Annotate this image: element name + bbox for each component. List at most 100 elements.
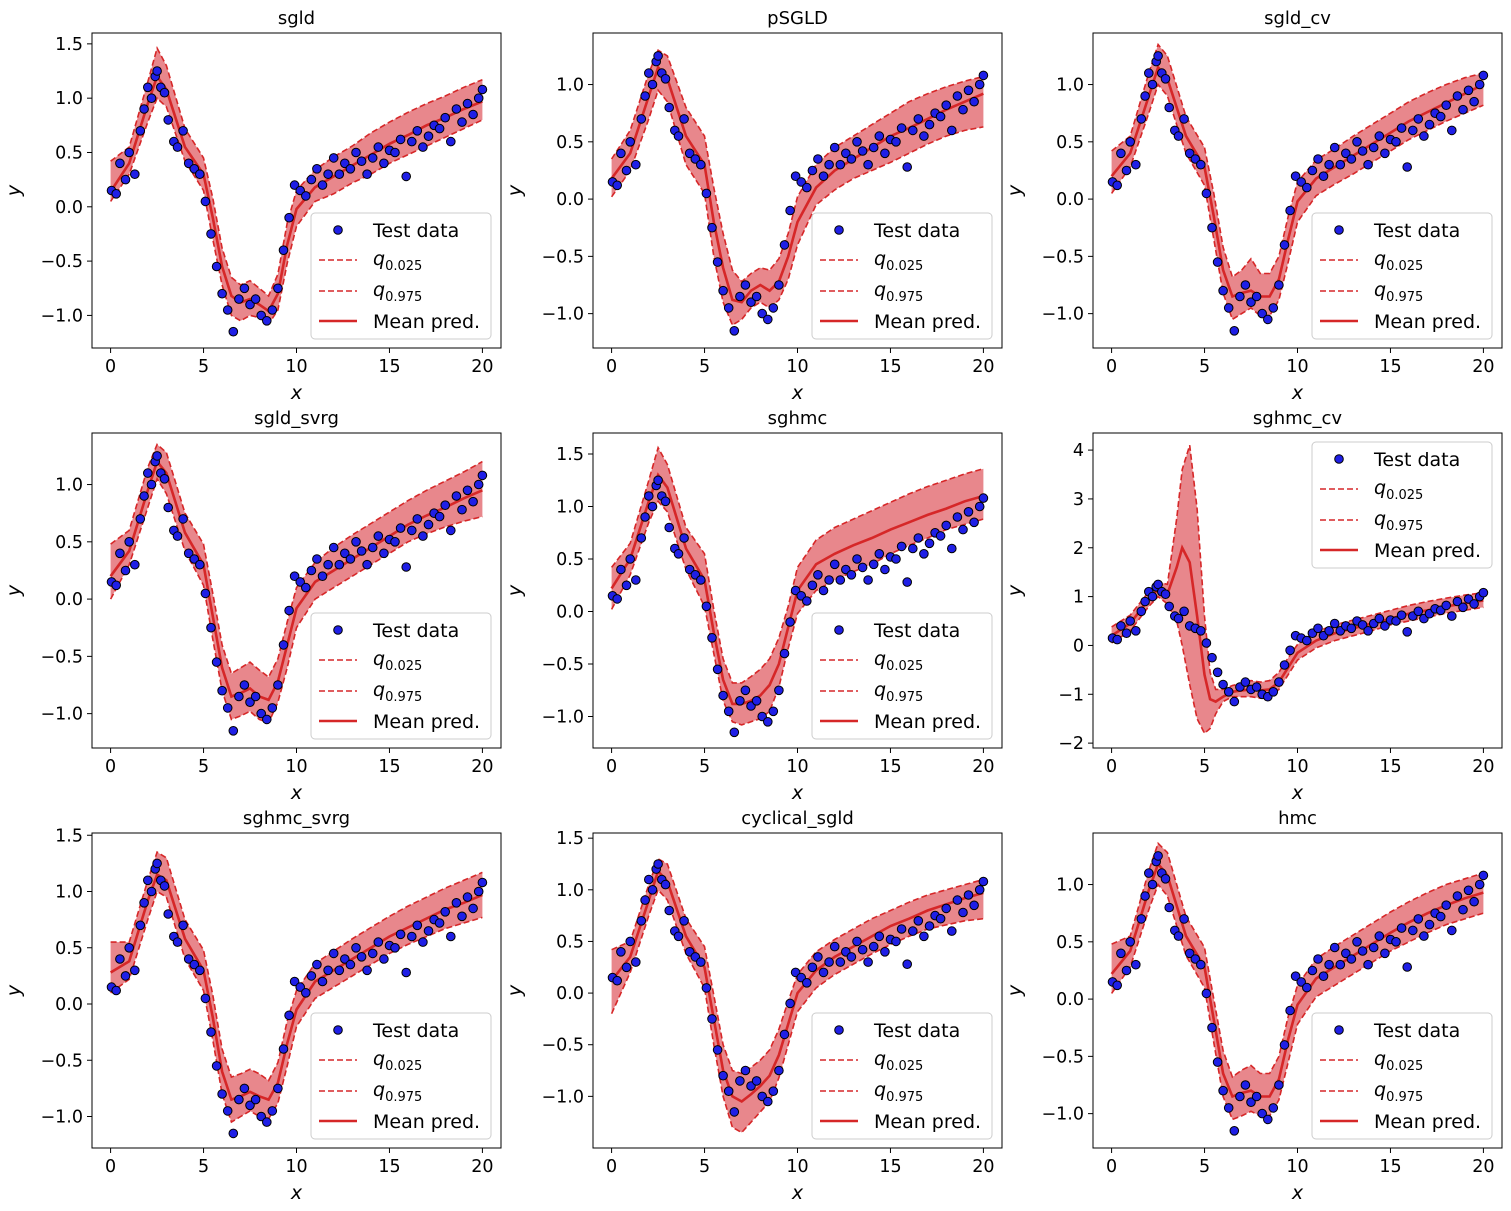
x-tick-label: 5 — [1199, 1157, 1210, 1177]
test-point — [183, 158, 194, 169]
y-tick-label: −2 — [1058, 734, 1084, 754]
test-point — [390, 147, 400, 158]
test-point — [228, 326, 239, 337]
test-point — [616, 564, 626, 575]
test-point — [1374, 931, 1385, 941]
legend-label-mean: Mean pred. — [373, 311, 480, 333]
test-point — [200, 196, 211, 207]
test-point — [621, 962, 632, 973]
test-point — [636, 533, 647, 543]
test-point — [969, 517, 979, 528]
test-point — [757, 308, 768, 319]
test-point — [1116, 148, 1126, 159]
test-point — [423, 131, 434, 141]
test-point — [1452, 91, 1463, 101]
test-point — [1402, 962, 1412, 972]
legend-label-q-high: q0.975 — [1374, 1079, 1423, 1105]
test-point — [146, 479, 157, 490]
test-point — [211, 1061, 222, 1071]
test-point — [818, 171, 829, 181]
legend-label-q-low: q0.025 — [1374, 1048, 1423, 1074]
test-point — [729, 727, 740, 738]
credible-band — [611, 50, 984, 326]
test-point — [785, 205, 795, 216]
test-point — [267, 305, 278, 315]
subplot-sghmc-cv: 0 5 10 15 20 −2 −1 0 1 2 3 4 sghmc_cvx y Test data q0.0… — [1004, 408, 1503, 804]
x-tick-label: 15 — [879, 1157, 901, 1177]
x-tick-label: 15 — [1379, 1157, 1401, 1177]
x-tick-label: 15 — [1379, 357, 1401, 377]
test-point — [262, 714, 272, 725]
test-point — [1164, 601, 1174, 612]
test-point — [135, 514, 146, 524]
test-point — [284, 605, 294, 616]
test-point — [1424, 119, 1435, 130]
legend-label-q-low: q0.025 — [874, 648, 923, 674]
test-point — [640, 512, 650, 522]
test-point — [1441, 600, 1451, 611]
test-point — [924, 538, 935, 549]
test-point — [362, 169, 372, 179]
legend-label-test-data: Test data — [873, 1020, 960, 1042]
test-point — [124, 537, 134, 547]
legend-q-symbol: q — [874, 1048, 886, 1070]
test-point — [1352, 937, 1362, 947]
legend-label-mean: Mean pred. — [373, 1111, 480, 1133]
test-point — [1346, 954, 1357, 964]
test-point — [1164, 102, 1174, 113]
test-point — [373, 142, 384, 152]
legend-label-q-low: q0.025 — [874, 248, 923, 274]
y-axis-label: y — [504, 584, 526, 597]
q-high-line — [110, 46, 483, 298]
test-point — [345, 164, 356, 174]
test-point — [1374, 131, 1385, 141]
test-point — [163, 502, 173, 513]
test-point — [1179, 606, 1189, 617]
test-point — [1131, 626, 1141, 636]
test-point — [473, 93, 484, 103]
test-point — [621, 165, 632, 176]
test-point — [874, 549, 885, 559]
test-point — [317, 976, 328, 987]
test-point — [913, 916, 924, 926]
y-tick-label: 1.0 — [1056, 76, 1084, 96]
test-point — [289, 571, 300, 582]
test-point — [660, 74, 671, 84]
test-point — [1160, 874, 1171, 884]
legend-label-mean: Mean pred. — [1374, 311, 1481, 333]
test-point — [1318, 971, 1329, 982]
legend-q-symbol: q — [373, 1048, 385, 1070]
y-tick-label: 0.0 — [556, 984, 584, 1004]
test-point — [807, 580, 818, 591]
legend-box — [310, 212, 492, 340]
test-point — [143, 468, 153, 478]
x-tick-label: 0 — [606, 757, 617, 777]
test-point — [653, 51, 663, 61]
test-point — [120, 174, 131, 185]
test-point — [735, 291, 745, 302]
test-point — [673, 931, 684, 942]
test-point — [367, 948, 378, 959]
subplot-title: sghmc — [768, 408, 828, 429]
test-point — [317, 180, 328, 190]
test-point — [234, 1094, 244, 1105]
test-point — [1341, 948, 1351, 959]
y-axis-label: y — [504, 184, 526, 197]
x-tick-label: 5 — [699, 757, 710, 777]
test-point — [763, 1096, 773, 1107]
test-point — [774, 1065, 784, 1076]
test-point — [273, 283, 283, 294]
test-point — [1313, 623, 1323, 634]
test-point — [228, 1128, 239, 1139]
test-point — [139, 104, 149, 114]
test-point — [340, 548, 350, 559]
test-point — [139, 898, 149, 908]
test-point — [829, 142, 840, 153]
test-point — [407, 931, 417, 942]
q-high-line — [611, 857, 984, 1075]
test-point — [1324, 959, 1334, 970]
test-point — [612, 594, 623, 604]
test-point — [239, 283, 250, 294]
test-point — [1196, 626, 1206, 636]
test-point — [1419, 131, 1429, 141]
